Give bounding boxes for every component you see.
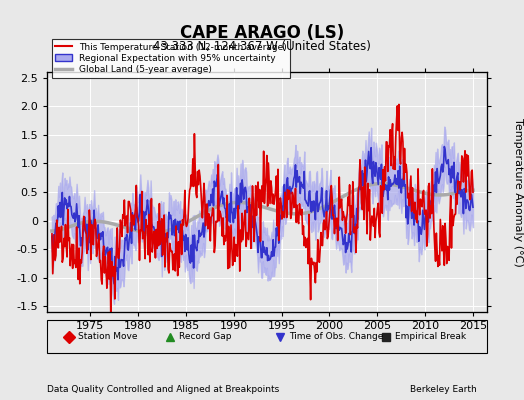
Text: Station Move: Station Move bbox=[78, 332, 137, 341]
Text: Berkeley Earth: Berkeley Earth bbox=[410, 385, 477, 394]
Bar bbox=[47, 320, 487, 353]
Y-axis label: Temperature Anomaly (°C): Temperature Anomaly (°C) bbox=[513, 118, 523, 266]
Text: Data Quality Controlled and Aligned at Breakpoints: Data Quality Controlled and Aligned at B… bbox=[47, 385, 279, 394]
Text: Record Gap: Record Gap bbox=[179, 332, 232, 341]
Text: 43.333 N, 124.367 W (United States): 43.333 N, 124.367 W (United States) bbox=[153, 40, 371, 53]
Text: CAPE ARAGO (LS): CAPE ARAGO (LS) bbox=[180, 24, 344, 42]
Text: Empirical Break: Empirical Break bbox=[395, 332, 466, 341]
Legend: This Temperature Station (12-month average), Regional Expectation with 95% uncer: This Temperature Station (12-month avera… bbox=[52, 39, 290, 78]
Text: Time of Obs. Change: Time of Obs. Change bbox=[289, 332, 384, 341]
